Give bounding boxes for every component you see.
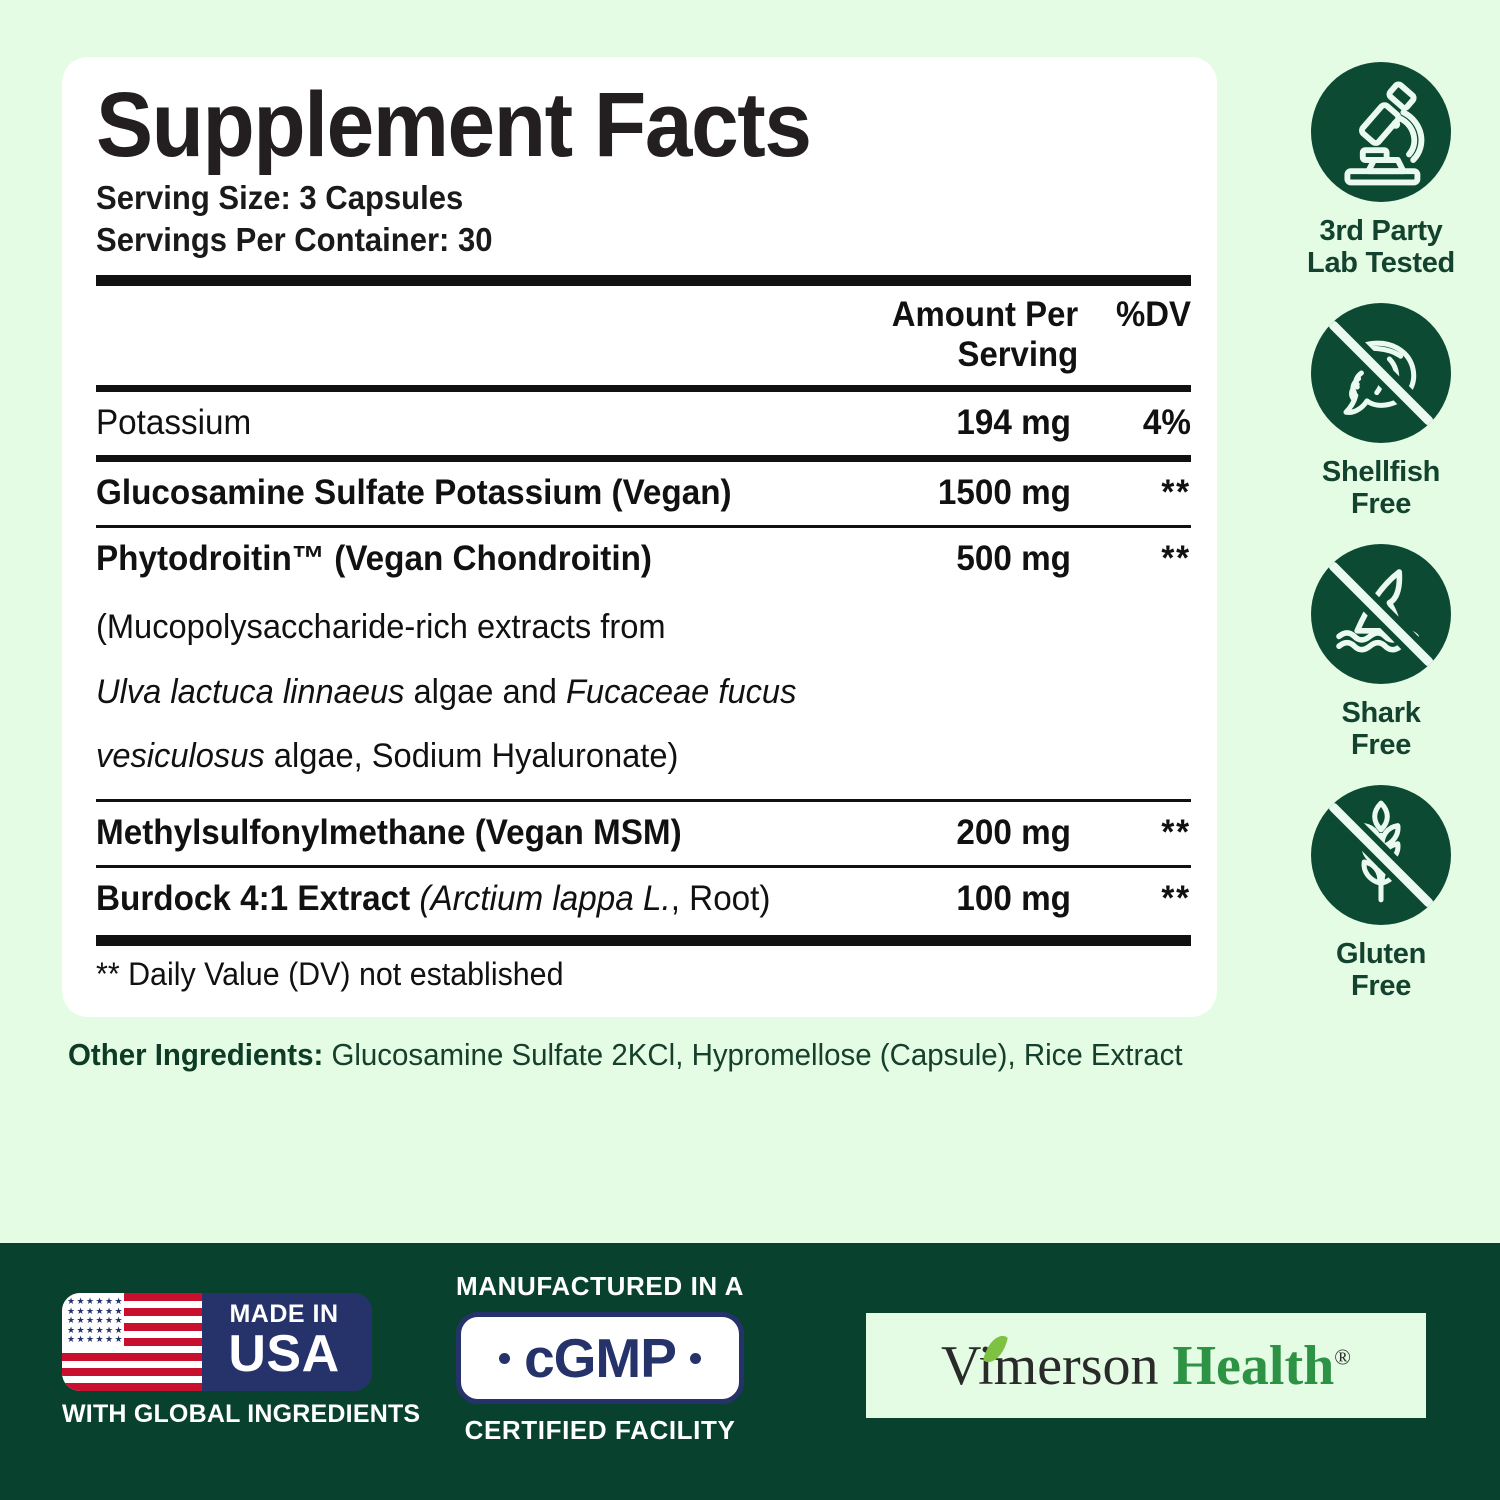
other-ingredients-value: Glucosamine Sulfate 2KCl, Hypromellose (… — [323, 1037, 1183, 1072]
latin-name-ulva: Ulva lactuca linnaeus — [96, 672, 405, 711]
nutrient-dv: ** — [1161, 473, 1191, 513]
daily-value-footnote: ** Daily Value (DV) not established — [96, 956, 564, 993]
desc-line-3-rest: algae, Sodium Hyaluronate) — [264, 737, 679, 776]
badge-circle — [1311, 784, 1451, 925]
supplement-facts-card: Supplement Facts Serving Size: 3 Capsule… — [62, 57, 1217, 1017]
badge-label-line1: Shellfish — [1321, 455, 1441, 488]
badge-label-line2: Free — [1350, 729, 1412, 762]
nutrient-name: Methylsulfonylmethane (Vegan MSM) — [96, 813, 682, 853]
table-top-rule — [96, 275, 1191, 287]
badge-gluten-free: Gluten Free — [1262, 784, 1500, 1003]
badge-label-line2: Free — [1350, 970, 1412, 1003]
desc-line-2: Ulva lactuca linnaeus algae and Fucaceae… — [96, 660, 1147, 725]
made-in-text: MADE IN — [229, 1300, 339, 1329]
nutrient-amount: 200 mg — [956, 813, 1071, 853]
cgmp-top-text: MANUFACTURED IN A — [456, 1271, 744, 1301]
rule-under-header — [96, 385, 1191, 393]
cgmp-bottom-text: CERTIFIED FACILITY — [464, 1415, 736, 1445]
nutrient-name: Potassium — [96, 403, 252, 443]
microscope-icon — [1344, 81, 1425, 186]
wheat-no-icon — [1325, 799, 1437, 910]
nutrient-name: Phytodroitin™ (Vegan Chondroitin) — [96, 539, 652, 579]
nutrient-dv: 4% — [1142, 403, 1191, 443]
phytodroitin-description: (Mucopolysaccharide-rich extracts from U… — [96, 591, 1147, 799]
brand-logo: Vimerson Health® — [941, 1331, 1351, 1397]
badge-label: Shellfish Free — [1262, 456, 1500, 521]
burdock-rest: , Root) — [670, 879, 771, 919]
row-rule — [96, 455, 1191, 463]
badge-shark-free: Shark Free — [1262, 543, 1500, 762]
nutrient-amount: 500 mg — [956, 539, 1071, 579]
badge-label-line2: Lab Tested — [1307, 247, 1455, 280]
certification-badges: 3rd Party Lab Tested — [1262, 62, 1500, 1026]
made-in-usa-badge: ★ ★ ★ ★ ★ ★ ★ ★ ★ ★ ★ ★ ★ ★ ★ ★ ★ ★ ★ ★ ★ ★ ★ ★ ★ ★ ★ ★ ★ ★ MADE IN U… — [62, 1293, 421, 1429]
badge-label-line1: Shark — [1341, 696, 1421, 729]
table-header-row: Amount Per Serving %DV — [162, 286, 1191, 385]
registered-mark: ® — [1334, 1343, 1351, 1369]
badge-label: 3rd Party Lab Tested — [1262, 215, 1500, 280]
shrimp-no-icon — [1325, 317, 1437, 428]
nutrient-amount: 100 mg — [956, 879, 1071, 919]
row-rule — [96, 865, 1191, 869]
shark-fin-no-icon — [1325, 558, 1437, 669]
us-flag-icon: ★ ★ ★ ★ ★ ★ ★ ★ ★ ★ ★ ★ ★ ★ ★ ★ ★ ★ ★ ★ ★ ★ ★ ★ ★ ★ ★ ★ ★ ★ — [62, 1293, 202, 1391]
cgmp-badge: MANUFACTURED IN A cGMP CERTIFIED FACILIT… — [440, 1271, 760, 1446]
table-row: Burdock 4:1 Extract (Arctium lappa L., R… — [96, 868, 1191, 931]
nutrient-amount: 194 mg — [956, 403, 1071, 443]
usa-text-block: MADE IN USA — [202, 1293, 372, 1391]
table-row: Phytodroitin™ (Vegan Chondroitin) 500 mg… — [96, 528, 1191, 591]
badge-circle — [1311, 543, 1451, 684]
badge-shellfish-free: Shellfish Free — [1262, 302, 1500, 521]
badge-lab-tested: 3rd Party Lab Tested — [1262, 62, 1500, 280]
other-ingredients-label: Other Ingredients: — [68, 1037, 324, 1072]
brand-logo-box: Vimerson Health® — [866, 1313, 1426, 1418]
badge-label-line2: Free — [1350, 488, 1412, 521]
latin-name-vesiculosus: vesiculosus — [96, 737, 265, 776]
column-header-amount: Amount Per Serving — [891, 295, 1079, 375]
desc-line-2-mid: algae and — [404, 672, 566, 711]
table-row: Methylsulfonylmethane (Vegan MSM) 200 mg… — [96, 802, 1191, 865]
servings-per-container-text: Servings Per Container: 30 — [96, 221, 493, 259]
row-rule — [96, 799, 1191, 803]
badge-label-line1: Gluten — [1335, 937, 1427, 970]
badge-circle — [1311, 302, 1451, 443]
row-rule — [96, 525, 1191, 529]
badge-circle — [1311, 62, 1451, 202]
table-row: Potassium 194 mg 4% — [96, 392, 1191, 455]
serving-size-text: Serving Size: 3 Capsules — [96, 178, 464, 216]
brand-name-part2: Health — [1172, 1334, 1335, 1397]
cgmp-dot-left — [499, 1352, 511, 1364]
nutrient-dv: ** — [1161, 813, 1191, 853]
badge-label-line1: 3rd Party — [1319, 215, 1443, 247]
nutrient-dv: ** — [1161, 879, 1191, 919]
with-global-ingredients-text: WITH GLOBAL INGREDIENTS — [62, 1400, 421, 1428]
desc-line-3: vesiculosus algae, Sodium Hyaluronate) — [96, 724, 1147, 789]
nutrient-name: Burdock 4:1 Extract (Arctium lappa L., R… — [96, 879, 811, 919]
table-bottom-rule — [96, 935, 1191, 947]
other-ingredients-text: Other Ingredients: Glucosamine Sulfate 2… — [68, 1035, 1218, 1075]
burdock-bold: Burdock 4:1 Extract — [96, 879, 411, 919]
latin-name-fucaceae: Fucaceae fucus — [565, 672, 797, 711]
column-header-dv: %DV — [1116, 295, 1191, 335]
page-title: Supplement Facts — [96, 74, 812, 176]
nutrient-dv: ** — [1161, 539, 1191, 579]
burdock-latin: (Arctium lappa L. — [410, 879, 671, 919]
brand-name-part1: Vimerson — [941, 1334, 1173, 1397]
table-row: Glucosamine Sulfate Potassium (Vegan) 15… — [96, 462, 1191, 525]
cgmp-word: cGMP — [524, 1326, 677, 1389]
cgmp-dot-right — [689, 1352, 701, 1364]
nutrient-name: Glucosamine Sulfate Potassium (Vegan) — [96, 473, 732, 513]
desc-line-1: (Mucopolysaccharide-rich extracts from — [96, 608, 666, 647]
usa-text: USA — [228, 1325, 340, 1384]
nutrient-amount: 1500 mg — [937, 473, 1071, 513]
badge-label: Gluten Free — [1262, 938, 1500, 1003]
cgmp-box: cGMP — [456, 1312, 744, 1404]
footer-bar: ★ ★ ★ ★ ★ ★ ★ ★ ★ ★ ★ ★ ★ ★ ★ ★ ★ ★ ★ ★ ★ ★ ★ ★ ★ ★ ★ ★ ★ ★ MADE IN U… — [0, 1243, 1500, 1500]
badge-label: Shark Free — [1262, 697, 1500, 762]
